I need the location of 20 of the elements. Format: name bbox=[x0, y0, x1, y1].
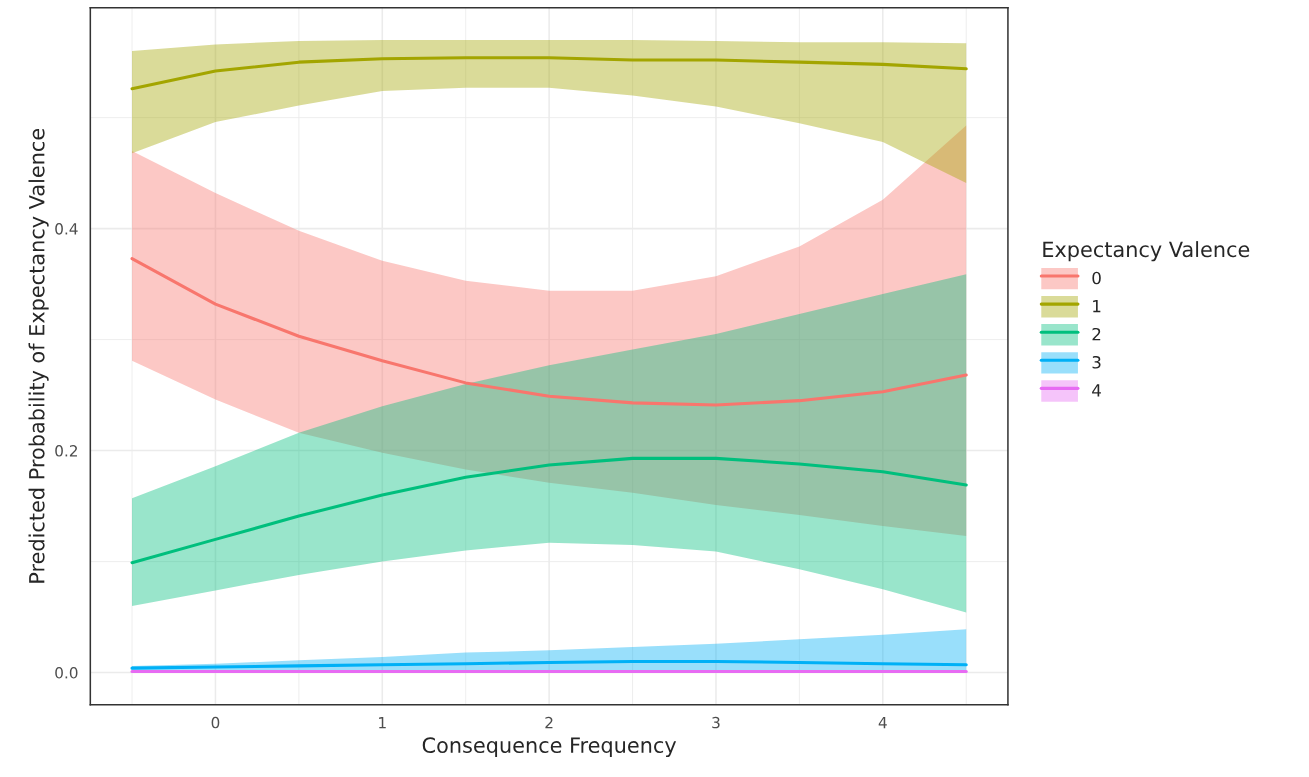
legend-label: 4 bbox=[1092, 384, 1101, 397]
y-tick-label: 0.2 bbox=[55, 445, 77, 457]
y-tick-label: 0.4 bbox=[55, 223, 78, 235]
x-tick-label: 1 bbox=[379, 717, 386, 729]
line-series bbox=[130, 257, 968, 407]
legend-label: 1 bbox=[1093, 300, 1101, 313]
y-axis-title: Predicted Probability of Expectancy Valence bbox=[28, 128, 49, 583]
line-series bbox=[130, 659, 968, 670]
legend-label: 0 bbox=[1092, 271, 1101, 285]
line-series bbox=[130, 56, 968, 91]
legend-label: 2 bbox=[1092, 327, 1101, 341]
legend-title: Expectancy Valence bbox=[1043, 241, 1250, 262]
x-tick-label: 0 bbox=[211, 716, 220, 729]
x-axis-title: Consequence Frequency bbox=[422, 737, 677, 758]
x-tick-label: 2 bbox=[545, 716, 553, 729]
x-tick-label: 3 bbox=[712, 716, 720, 729]
y-tick-label: 0.0 bbox=[55, 667, 78, 679]
legend-label: 3 bbox=[1092, 355, 1101, 369]
x-tick-label: 4 bbox=[878, 717, 887, 729]
line-series bbox=[130, 456, 968, 565]
